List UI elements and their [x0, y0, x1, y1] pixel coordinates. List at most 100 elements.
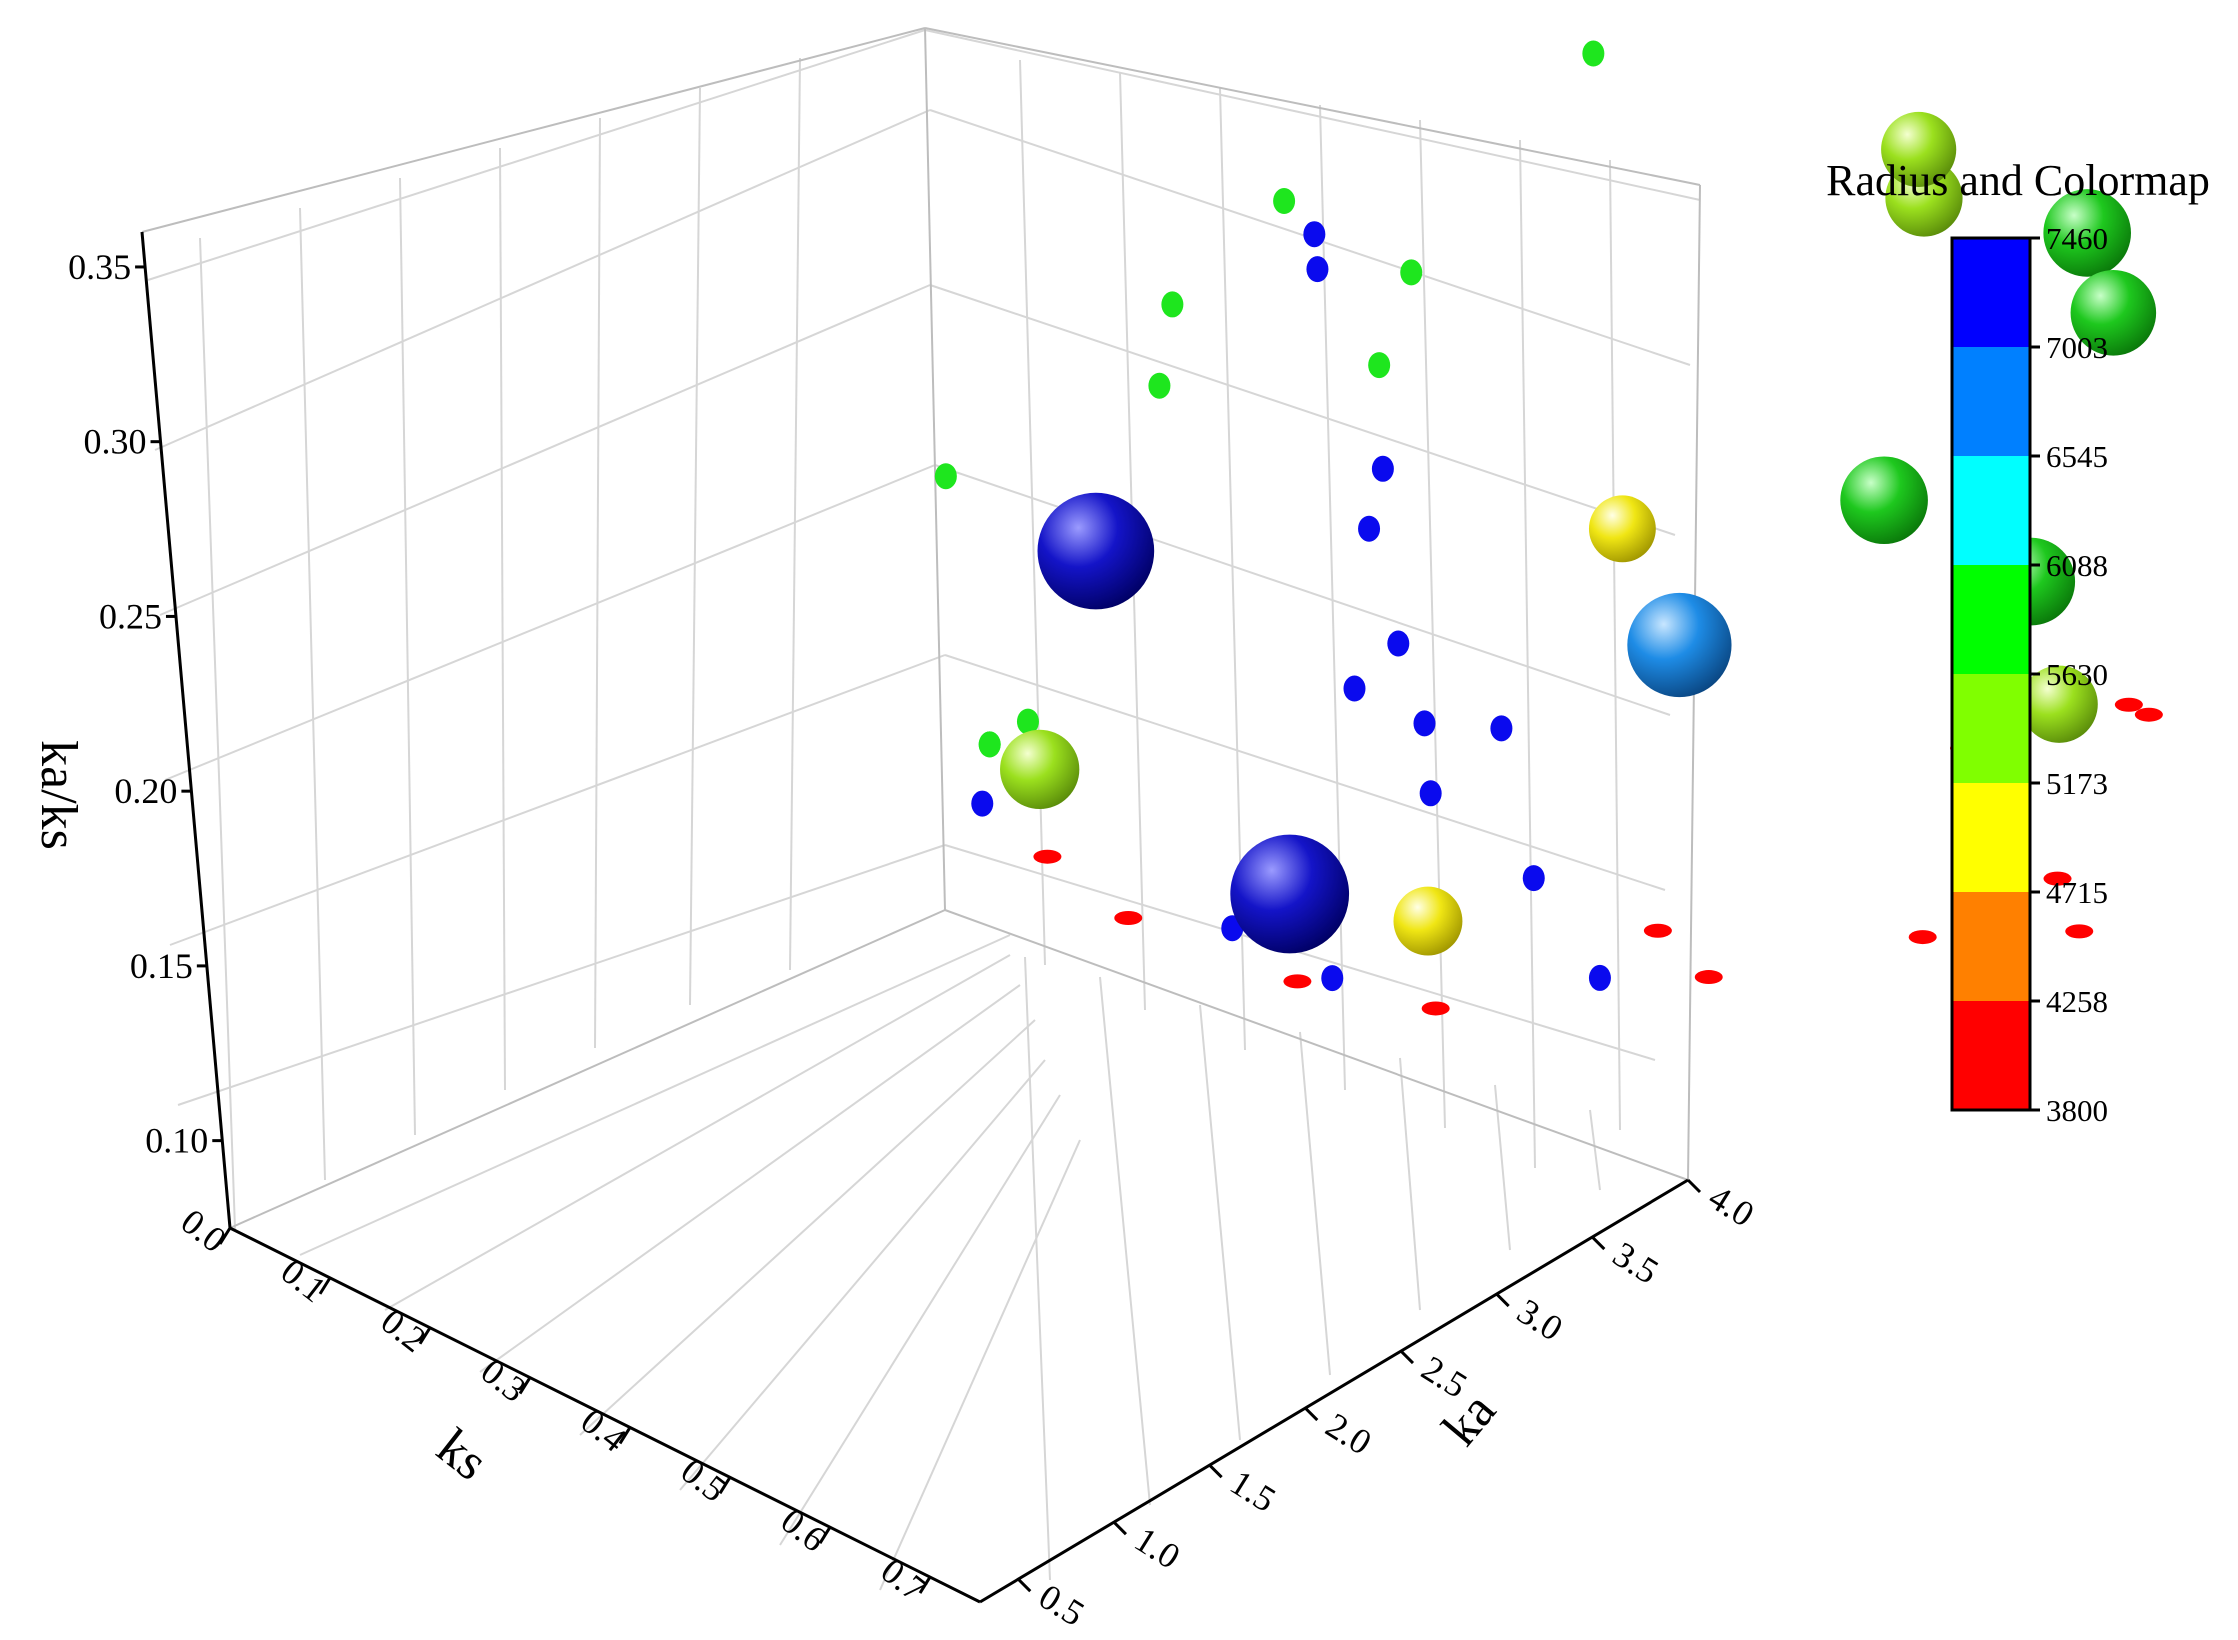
colorbar: Radius and Colormap 7460 7003 6545 6088 5630… [1826, 156, 2210, 1128]
ka-tick-label: 1.0 [1128, 1519, 1187, 1577]
colorbar-tick-label: 3800 [2046, 1093, 2108, 1128]
wall-projection-mark [1148, 372, 1171, 399]
frame-edges [141, 27, 1701, 1229]
data-sphere [1627, 592, 1732, 698]
ka-tick-mark [1017, 1578, 1032, 1593]
wall-projection-mark [1371, 455, 1394, 482]
wall-projection-mark [1161, 291, 1184, 318]
ks-tick-mark [718, 1476, 732, 1495]
data-sphere [1881, 111, 1957, 188]
tick-layer: 0.10 0.15 0.20 0.25 0.30 0.35 0.0 0.1 0.2 0.3 0.4 0… [68, 247, 1761, 1634]
ka-tick-mark [1495, 1292, 1510, 1308]
colorbar-segment [1952, 783, 2030, 892]
data-sphere [1037, 492, 1155, 610]
colorbar-title: Radius and Colormap [1826, 156, 2210, 205]
ka-tick-label: 3.5 [1606, 1234, 1665, 1292]
ka-tick-mark [1686, 1178, 1702, 1194]
colorbar-tick-label: 6088 [2046, 548, 2108, 583]
floor-projection-mark [1421, 1001, 1450, 1016]
z-axis-title: ka/ks [30, 740, 87, 850]
wall-projection-mark [934, 463, 957, 490]
floor-projection-mark [1694, 970, 1723, 985]
colorbar-tick-label: 4258 [2046, 984, 2108, 1019]
z-tick-label: 0.15 [130, 946, 193, 986]
ks-tick-label: 0.1 [274, 1251, 334, 1310]
colorbar-tick-label: 4715 [2046, 875, 2108, 910]
data-sphere [2070, 270, 2157, 356]
floor-projection-mark [2114, 697, 2143, 712]
data-sphere [1230, 834, 1350, 954]
wall-projection-mark [1419, 780, 1442, 807]
colorbar-segment [1952, 456, 2030, 565]
ks-tick-label: 0.6 [774, 1500, 834, 1559]
z-tick-label: 0.20 [114, 771, 177, 811]
wall-projection-mark [1582, 40, 1605, 67]
colorbar-segment [1952, 674, 2030, 783]
colorbar-tick-label: 5173 [2046, 766, 2108, 801]
wall-projection-mark [1303, 221, 1326, 248]
ks-tick-label: 0.5 [674, 1450, 734, 1509]
ks-tick-label: 0.0 [174, 1201, 234, 1260]
data-sphere [2020, 665, 2098, 743]
ka-tick-mark [1112, 1521, 1128, 1536]
ks-tick-mark [918, 1576, 932, 1594]
colorbar-segment [1952, 892, 2030, 1001]
colorbar-segment [1952, 565, 2030, 674]
gridlines [147, 29, 1701, 1591]
ks-tick-mark [618, 1426, 632, 1445]
ka-tick-mark [1399, 1350, 1415, 1365]
z-tick-label: 0.10 [145, 1121, 208, 1161]
ka-tick-label: 0.5 [1032, 1576, 1091, 1634]
data-sphere [2043, 189, 2131, 277]
wall-projection-mark [978, 731, 1001, 758]
ka-tick-label: 2.0 [1319, 1405, 1378, 1463]
floor-projection-mark [1908, 930, 1937, 945]
ks-axis-title: ks [426, 1418, 498, 1491]
ks-tick-label: 0.7 [874, 1550, 934, 1609]
ka-axis-line [979, 1178, 1689, 1604]
wall-projection-mark [1273, 188, 1296, 215]
ks-tick-mark [818, 1526, 832, 1544]
wall-projection-mark [1358, 515, 1381, 542]
floor-projection-mark [1643, 923, 1672, 938]
colorbar-segment [1952, 238, 2030, 347]
colorbar-segment [1952, 347, 2030, 456]
ka-tick-mark [1304, 1407, 1319, 1422]
colorbar-tick-label: 5630 [2046, 657, 2108, 692]
data-sphere [1393, 886, 1463, 956]
wall-projection-mark [1343, 675, 1366, 702]
floor-projection-mark [2065, 924, 2094, 939]
ks-tick-mark [318, 1277, 332, 1295]
data-sphere [1840, 456, 1928, 545]
z-axis-line [140, 231, 232, 1229]
wall-projection-mark [1588, 964, 1611, 991]
colorbar-tick-label: 6545 [2046, 439, 2108, 474]
axis-lines [140, 231, 1689, 1604]
marks-layer [934, 40, 2163, 1016]
ks-tick-label: 0.2 [374, 1301, 434, 1360]
data-sphere [1000, 729, 1080, 809]
ka-tick-mark [1591, 1235, 1606, 1251]
floor-projection-mark [1114, 910, 1143, 925]
ka-tick-label: 3.0 [1510, 1291, 1569, 1349]
ka-tick-mark [1208, 1464, 1223, 1479]
wall-projection-mark [1522, 865, 1545, 892]
wall-projection-mark [1400, 259, 1423, 286]
z-tick-label: 0.25 [99, 596, 162, 636]
floor-projection-mark [2043, 871, 2072, 886]
wall-projection-mark [1413, 710, 1436, 737]
ka-tick-label: 4.0 [1702, 1177, 1761, 1235]
floor-projection-mark [1033, 849, 1062, 864]
wall-projection-mark [1368, 352, 1391, 379]
floor-projection-mark [1283, 974, 1312, 989]
wall-projection-mark [1016, 708, 1039, 735]
z-tick-label: 0.35 [68, 247, 131, 287]
wall-projection-mark [1306, 256, 1329, 283]
z-tick-label: 0.30 [84, 422, 147, 462]
colorbar-tick-label: 7003 [2046, 330, 2108, 365]
ka-tick-label: 1.5 [1223, 1462, 1282, 1520]
ks-tick-mark [518, 1376, 532, 1395]
floor-projection-mark [2134, 707, 2163, 722]
ks-tick-mark [418, 1326, 432, 1345]
